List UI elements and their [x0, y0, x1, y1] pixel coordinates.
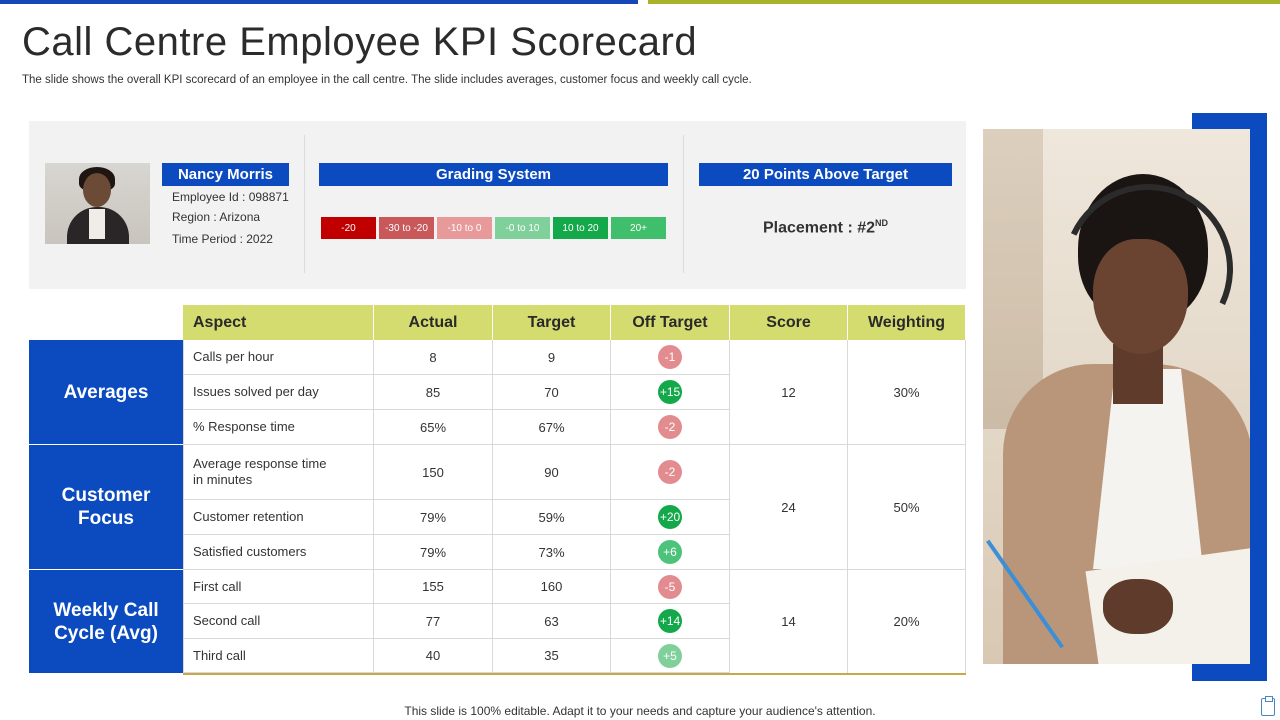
actual-cell: 40 [374, 639, 493, 673]
target-cell: 9 [493, 340, 611, 375]
target-cell: 35 [493, 639, 611, 673]
column-header: Actual [374, 305, 493, 340]
table-border [183, 340, 184, 673]
off-target-cell: +14 [611, 604, 730, 639]
employee-period: Time Period : 2022 [172, 232, 273, 246]
off-target-cell: +6 [611, 535, 730, 570]
employee-region: Region : Arizona [172, 210, 261, 224]
actual-cell: 85 [374, 375, 493, 410]
off-target-badge: -2 [658, 415, 682, 439]
target-cell: 73% [493, 535, 611, 570]
target-cell: 160 [493, 570, 611, 604]
off-target-badge: -5 [658, 574, 682, 599]
column-header: Weighting [848, 305, 966, 340]
off-target-badge: +5 [658, 643, 682, 668]
off-target-cell: +20 [611, 500, 730, 535]
score-cell: 14 [730, 570, 848, 674]
panel-divider [304, 135, 305, 273]
column-header: Score [730, 305, 848, 340]
call-centre-agent-photo [983, 129, 1250, 664]
employee-name: Nancy Morris [162, 163, 289, 186]
employee-avatar [45, 163, 150, 244]
target-cell: 90 [493, 445, 611, 500]
column-header: Aspect [183, 305, 374, 340]
column-header: Off Target [611, 305, 730, 340]
aspect-cell: First call [183, 570, 374, 604]
grade-level: 20+ [611, 217, 666, 239]
off-target-cell: -2 [611, 445, 730, 500]
off-target-badge: +20 [658, 505, 682, 529]
actual-cell: 8 [374, 340, 493, 375]
off-target-cell: -5 [611, 570, 730, 604]
target-cell: 59% [493, 500, 611, 535]
actual-cell: 65% [374, 410, 493, 445]
aspect-cell: % Response time [183, 410, 374, 445]
kpi-group-label: Customer Focus [29, 445, 183, 570]
target-cell: 67% [493, 410, 611, 445]
grade-level: -30 to -20 [379, 217, 434, 239]
weighting-cell: 20% [848, 570, 966, 674]
table-bottom-rule [183, 673, 966, 675]
target-cell: 63 [493, 604, 611, 639]
aspect-cell: Second call [183, 604, 374, 639]
grading-system-title: Grading System [319, 163, 668, 186]
panel-divider [683, 135, 684, 273]
weighting-cell: 50% [848, 445, 966, 570]
page-title: Call Centre Employee KPI Scorecard [22, 20, 698, 64]
grade-level: -10 to 0 [437, 217, 492, 239]
aspect-cell: Customer retention [183, 500, 374, 535]
actual-cell: 79% [374, 535, 493, 570]
kpi-group-label: Averages [29, 340, 183, 445]
off-target-cell: +5 [611, 639, 730, 673]
off-target-badge: +15 [658, 380, 682, 404]
actual-cell: 77 [374, 604, 493, 639]
grade-level: 10 to 20 [553, 217, 608, 239]
grade-level: -20 [321, 217, 376, 239]
grade-level: -0 to 10 [495, 217, 550, 239]
clipboard-icon[interactable] [1261, 696, 1275, 716]
kpi-group-label: Weekly Call Cycle (Avg) [29, 570, 183, 674]
column-header: Target [493, 305, 611, 340]
score-cell: 12 [730, 340, 848, 445]
off-target-badge: +14 [658, 609, 682, 633]
target-status-title: 20 Points Above Target [699, 163, 952, 186]
aspect-cell: Average response time in minutes [183, 445, 374, 500]
placement-label: Placement : #2ND [762, 218, 889, 237]
footer-note: This slide is 100% editable. Adapt it to… [404, 704, 876, 718]
employee-id: Employee Id : 098871 [172, 190, 289, 204]
off-target-cell: -1 [611, 340, 730, 375]
off-target-cell: +15 [611, 375, 730, 410]
aspect-cell: Satisfied customers [183, 535, 374, 570]
off-target-badge: +6 [658, 540, 682, 564]
aspect-cell: Issues solved per day [183, 375, 374, 410]
actual-cell: 155 [374, 570, 493, 604]
page-subtitle: The slide shows the overall KPI scorecar… [22, 74, 752, 86]
off-target-cell: -2 [611, 410, 730, 445]
actual-cell: 150 [374, 445, 493, 500]
target-cell: 70 [493, 375, 611, 410]
aspect-cell: Calls per hour [183, 340, 374, 375]
top-accent-bar-blue [0, 0, 638, 4]
off-target-badge: -2 [658, 460, 682, 484]
actual-cell: 79% [374, 500, 493, 535]
score-cell: 24 [730, 445, 848, 570]
top-accent-bar-olive [648, 0, 1280, 4]
off-target-badge: -1 [658, 345, 682, 369]
aspect-cell: Third call [183, 639, 374, 673]
employee-info-panel [29, 121, 966, 289]
weighting-cell: 30% [848, 340, 966, 445]
